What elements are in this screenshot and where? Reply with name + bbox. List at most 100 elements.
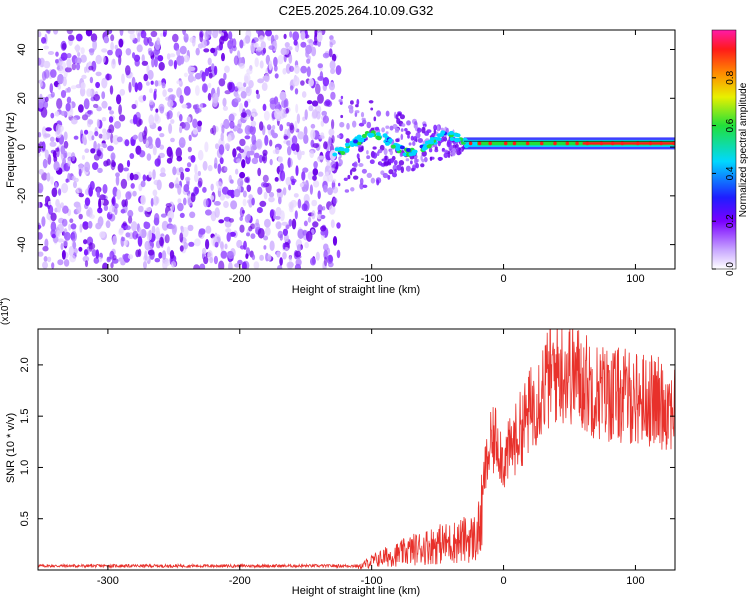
spectrogram-noise-cell	[279, 124, 284, 132]
spectrogram-noise-cell	[228, 113, 235, 122]
spectrogram-noise-cell	[126, 160, 131, 168]
spectrogram-noise-cell	[263, 110, 270, 121]
spectrogram-noise-cell	[51, 262, 55, 269]
spectrogram-noise-cell	[239, 171, 246, 179]
spectrogram-noise-cell	[111, 58, 116, 69]
spectrogram-noise-cell	[95, 54, 102, 65]
spectrogram-noise-cell	[188, 66, 196, 71]
spectrogram-noise-cell	[219, 193, 225, 201]
spectrogram-transition-cell	[395, 127, 400, 132]
spectrogram-noise-cell	[262, 149, 268, 156]
spectrogram-noise-cell	[203, 198, 209, 208]
spectrogram-transition-cell	[417, 127, 422, 133]
spectrogram-noise-cell	[80, 82, 86, 90]
spectrogram-noise-cell	[235, 93, 240, 99]
spectrogram-noise-cell	[82, 255, 90, 263]
spectrogram-noise-cell	[309, 184, 313, 195]
spectrogram-noise-cell	[220, 132, 224, 142]
spectrogram-noise-cell	[51, 233, 56, 239]
spectrogram-noise-cell	[88, 242, 96, 250]
spectrogram-noise-cell	[269, 158, 273, 166]
spectrogram-noise-cell	[204, 141, 209, 153]
spectrogram-noise-cell	[234, 263, 241, 268]
spectrogram-noise-cell	[207, 92, 212, 101]
spectrogram-noise-cell	[66, 96, 72, 104]
spectrogram-noise-cell	[329, 35, 334, 41]
spectrogram-noise-cell	[313, 180, 320, 188]
spectrogram-noise-cell	[221, 52, 225, 62]
spectrogram-peak-point	[620, 141, 624, 146]
spectrogram-signal-cell	[339, 147, 345, 152]
spectrogram-noise-cell	[190, 155, 196, 163]
spectrogram-noise-cell	[294, 250, 302, 258]
spectrogram-noise-cell	[328, 48, 333, 58]
spectrogram-noise-cell	[121, 237, 126, 242]
spectrogram-noise-cell	[312, 168, 319, 176]
spectrogram-noise-cell	[150, 80, 154, 85]
spectrogram-noise-cell	[177, 198, 182, 204]
spectrogram-noise-cell	[194, 238, 201, 247]
spectrogram-noise-cell	[138, 150, 146, 158]
spectrogram-noise-cell	[274, 108, 281, 120]
spectrogram-noise-cell	[154, 158, 161, 167]
spectrogram-noise-cell	[143, 73, 149, 82]
spectrogram-signal-cell	[448, 130, 454, 135]
spectrogram-transition-cell	[373, 116, 377, 122]
spectrogram-noise-cell	[56, 98, 63, 110]
spectrogram-noise-cell	[132, 134, 138, 140]
spectrogram-noise-cell	[44, 133, 51, 138]
spectrogram-noise-cell	[294, 263, 301, 269]
spectrogram-noise-cell	[197, 120, 203, 127]
spectrogram-noise-cell	[134, 82, 139, 93]
spectrogram-noise-cell	[324, 256, 328, 267]
spectrogram-noise-cell	[151, 225, 156, 234]
spectrogram-noise-cell	[41, 71, 47, 81]
spectrogram-noise-cell	[252, 112, 256, 118]
spectrogram-noise-cell	[210, 47, 216, 54]
spectrogram-noise-cell	[218, 260, 225, 269]
spectrogram-noise-cell	[236, 128, 243, 134]
spectrogram-noise-cell	[112, 134, 120, 145]
spectrogram-noise-cell	[118, 104, 122, 115]
spectrogram-noise-cell	[202, 247, 207, 255]
spectrogram-transition-cell	[437, 139, 441, 147]
snr-x-tick-label: 0	[500, 575, 506, 587]
spectrogram-transition-cell	[369, 159, 375, 164]
spectrogram-noise-cell	[202, 186, 207, 193]
spectrogram-transition-cell	[358, 147, 364, 153]
spectrogram-noise-cell	[172, 33, 179, 43]
spectrogram-noise-cell	[248, 194, 253, 200]
colorbar-tick-label: 0.6	[725, 118, 736, 132]
spectrogram-transition-cell	[394, 168, 397, 173]
spectrogram-noise-cell	[99, 231, 106, 239]
spectrogram-noise-cell	[90, 148, 96, 154]
spectrogram-noise-cell	[330, 91, 336, 100]
spectrogram-signal-cell	[426, 144, 432, 149]
spectrogram-noise-cell	[145, 81, 150, 86]
spectrogram-noise-cell	[239, 224, 245, 233]
spectrogram-noise-cell	[318, 155, 325, 160]
spectrogram-noise-cell	[301, 150, 305, 156]
spectrogram-transition-cell	[400, 133, 404, 140]
spectrogram-noise-cell	[110, 159, 116, 171]
spectrogram-noise-cell	[229, 179, 234, 184]
spectrogram-noise-cell	[324, 99, 331, 106]
spectrogram-noise-cell	[223, 118, 230, 130]
spectrogram-noise-cell	[227, 81, 233, 91]
spectrogram-noise-cell	[56, 203, 62, 213]
spectrogram-transition-cell	[338, 99, 343, 103]
spectrogram-transition-cell	[399, 152, 403, 157]
spectrogram-transition-cell	[407, 134, 410, 139]
spectrogram-noise-cell	[326, 161, 332, 167]
spectrogram-noise-cell	[120, 209, 126, 214]
spectrogram-noise-cell	[93, 140, 97, 151]
spectrogram-noise-cell	[151, 57, 155, 68]
spectrogram-transition-cell	[393, 160, 398, 166]
spectrogram-noise-cell	[207, 164, 213, 172]
spectrogram-transition-cell	[353, 161, 358, 168]
spectrogram-noise-cell	[60, 145, 66, 155]
spectrogram-noise-cell	[311, 210, 316, 220]
spectrogram-noise-cell	[261, 156, 266, 162]
